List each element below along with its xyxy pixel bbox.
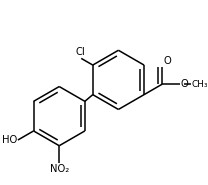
Text: O: O (163, 56, 171, 66)
Text: HO: HO (2, 135, 17, 145)
Text: CH₃: CH₃ (191, 80, 208, 89)
Text: NO₂: NO₂ (50, 164, 69, 174)
Text: Cl: Cl (75, 47, 85, 57)
Text: O: O (181, 79, 188, 89)
